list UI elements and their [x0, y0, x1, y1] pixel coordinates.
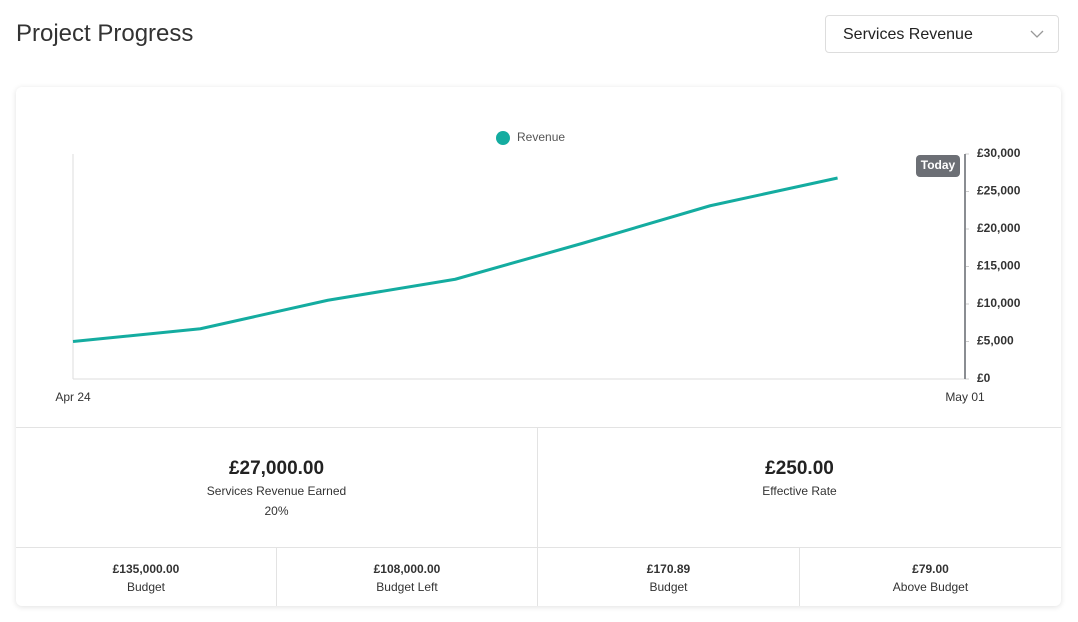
- y-tick-label: £30,000: [977, 146, 1021, 160]
- stat-value: £79.00: [912, 562, 949, 576]
- today-badge: [916, 155, 960, 177]
- stat-cell: £79.00 Above Budget: [800, 547, 1061, 606]
- x-tick-label: May 01: [945, 390, 985, 404]
- stat-value: £135,000.00: [112, 562, 180, 576]
- stat-value: £27,000.00: [228, 458, 325, 479]
- legend-label: Revenue: [517, 130, 565, 144]
- legend-marker: [496, 131, 510, 145]
- stat-cell: £27,000.00 Services Revenue Earned 20%: [16, 427, 538, 547]
- annotation: Today: [921, 158, 956, 172]
- y-tick-label: £25,000: [977, 184, 1021, 198]
- stat-label: Budget Left: [376, 580, 438, 594]
- card: £27,000.00 Services Revenue Earned 20% £…: [16, 87, 1061, 606]
- stat-sub: 20%: [264, 504, 289, 518]
- stat-label: Budget: [126, 580, 166, 594]
- stat-value: £108,000.00: [373, 562, 441, 576]
- stat-cell: £108,000.00 Budget Left: [277, 547, 538, 606]
- stat-label: Budget: [649, 580, 688, 594]
- stat-label: Above Budget: [892, 580, 969, 594]
- chart: £0 £5,000 £10,000 £15,000 £20,000 £25,000 £30,…: [55, 130, 1021, 404]
- stat-cell: £250.00 Effective Rate: [538, 427, 1061, 547]
- stat-cell: £170.89 Budget: [538, 547, 800, 606]
- y-tick-label: £15,000: [977, 259, 1021, 273]
- dropdown-label: Services Revenue: [843, 26, 973, 43]
- line-series: [72, 176, 838, 343]
- stat-value: £250.00: [765, 458, 834, 479]
- stat-label: Effective Rate: [762, 484, 837, 498]
- x-tick-label: Apr 24: [55, 390, 91, 404]
- stat-value: £170.89: [646, 562, 691, 576]
- page-title: Project Progress: [16, 20, 194, 47]
- y-tick-label: £10,000: [977, 296, 1021, 310]
- stat-cell: £135,000.00 Budget: [16, 547, 277, 606]
- y-tick-label: £0: [977, 371, 991, 385]
- y-tick-label: £5,000: [977, 334, 1014, 348]
- stat-label: Services Revenue Earned: [206, 484, 347, 498]
- dropdown[interactable]: Services Revenue: [825, 15, 1059, 53]
- y-tick-label: £20,000: [977, 221, 1021, 235]
- chevron: [1030, 30, 1044, 38]
